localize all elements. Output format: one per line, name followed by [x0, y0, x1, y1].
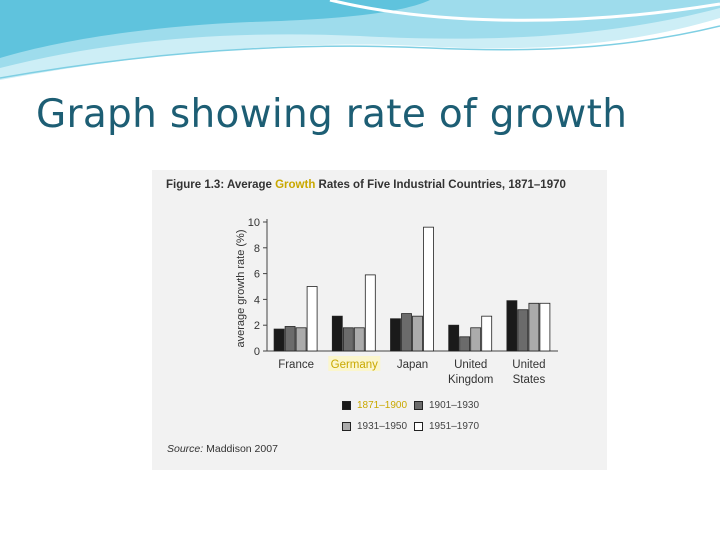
bar — [390, 318, 401, 352]
y-tick-label: 6 — [254, 269, 260, 281]
legend-swatch — [342, 401, 351, 410]
legend-swatch — [414, 401, 423, 410]
y-tick-label: 4 — [254, 294, 260, 306]
y-tick-label: 8 — [254, 243, 260, 255]
x-tick-label: Japan — [397, 359, 428, 371]
x-tick-label: United — [454, 359, 487, 371]
y-tick-label: 0 — [254, 346, 260, 358]
bar — [539, 302, 551, 352]
legend-label: 1951–1970 — [429, 421, 480, 432]
x-tick-label: States — [513, 374, 546, 386]
figure-title-after: Rates of Five Industrial Countries, 1871… — [315, 179, 566, 191]
bar — [412, 315, 423, 352]
legend-item: 1901–1930 — [414, 400, 479, 411]
bar — [295, 327, 307, 352]
bar — [331, 315, 343, 352]
bar — [306, 286, 318, 352]
x-tick-label: United — [512, 359, 545, 371]
bar — [448, 324, 460, 352]
legend-swatch — [414, 422, 423, 431]
source-label: Source: — [167, 443, 204, 455]
bar — [517, 309, 529, 352]
figure-title: Figure 1.3: Average Growth Rates of Five… — [166, 179, 566, 191]
legend-item: 1951–1970 — [414, 421, 479, 432]
y-axis-label: average growth rate (%) — [235, 230, 247, 348]
bar — [342, 327, 354, 352]
bar — [423, 226, 434, 352]
legend-label: 1931–1950 — [357, 421, 408, 432]
bar — [459, 336, 471, 352]
bar — [481, 315, 493, 352]
figure-image: 0 2 4 6 8 10 average growth rate (%) France Germ… — [152, 170, 607, 470]
figure-title-highlight: Growth — [275, 179, 316, 191]
figure-label: Figure 1.3: — [166, 179, 225, 191]
figure-source: Source: Maddison 2007 — [167, 443, 278, 455]
x-tick-label: Kingdom — [448, 374, 493, 386]
bar — [364, 274, 376, 352]
source-text: Maddison 2007 — [203, 443, 278, 455]
legend-item: 1931–1950 — [342, 421, 407, 432]
bar — [470, 327, 482, 352]
category-highlight — [328, 356, 381, 371]
x-tick-label: France — [278, 359, 314, 371]
header-wave-decoration — [0, 0, 720, 80]
bar — [401, 313, 412, 352]
bar — [506, 300, 518, 352]
bar — [273, 328, 285, 352]
x-tick-label: Germany — [331, 359, 379, 371]
y-tick-label: 2 — [254, 320, 260, 332]
legend-label: 1871–1900 — [357, 400, 408, 411]
legend-label: 1901–1930 — [429, 400, 480, 411]
y-tick-label: 10 — [248, 217, 260, 229]
bar — [353, 327, 365, 352]
bar — [284, 326, 296, 352]
slide-title: Graph showing rate of growth — [36, 92, 628, 137]
legend-swatch — [342, 422, 351, 431]
figure-title-before: Average — [226, 179, 276, 191]
bar — [528, 302, 540, 352]
legend-item: 1871–1900 — [342, 400, 407, 411]
